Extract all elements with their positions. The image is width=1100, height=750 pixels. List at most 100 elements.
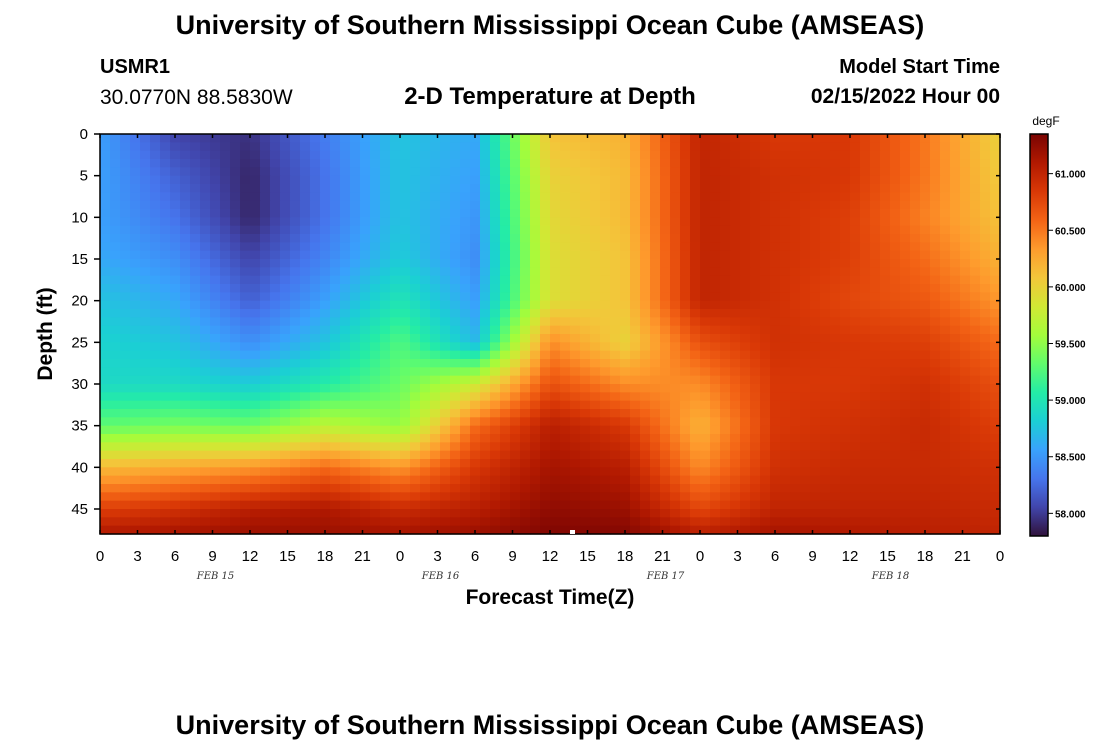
heatmap-cell <box>230 242 241 252</box>
heatmap-cell <box>320 300 331 310</box>
heatmap-cell <box>130 184 141 193</box>
heatmap-cell <box>800 459 811 468</box>
heatmap-cell <box>120 225 131 235</box>
heatmap-cell <box>150 367 161 377</box>
heatmap-cell <box>300 325 311 335</box>
heatmap-cell <box>400 350 411 360</box>
heatmap-cell <box>500 375 511 385</box>
heatmap-cell <box>690 142 701 152</box>
heatmap-cell <box>880 509 891 518</box>
heatmap-cell <box>490 525 501 535</box>
heatmap-cell <box>840 384 851 393</box>
heatmap-cell <box>220 359 231 368</box>
heatmap-cell <box>770 167 781 177</box>
heatmap-cell <box>430 367 441 377</box>
heatmap-cell <box>250 367 261 377</box>
heatmap-cell <box>830 150 841 160</box>
heatmap-cell <box>600 467 611 477</box>
heatmap-cell <box>510 442 521 452</box>
heatmap-cell <box>950 309 961 318</box>
heatmap-cell <box>640 517 651 527</box>
heatmap-cell <box>800 359 811 368</box>
heatmap-cell <box>270 350 281 360</box>
heatmap-cell <box>280 225 291 235</box>
heatmap-cell <box>290 375 301 385</box>
heatmap-cell <box>870 259 881 268</box>
heatmap-cell <box>790 367 801 377</box>
heatmap-cell <box>790 234 801 243</box>
heatmap-cell <box>600 267 611 277</box>
heatmap-cell <box>550 292 561 302</box>
heatmap-cell <box>410 467 421 477</box>
heatmap-cell <box>680 242 691 252</box>
heatmap-cell <box>260 392 271 402</box>
heatmap-cell <box>450 417 461 427</box>
heatmap-cell <box>400 500 411 510</box>
heatmap-cell <box>450 250 461 260</box>
heatmap-cell <box>520 442 531 452</box>
heatmap-cell <box>430 275 441 285</box>
heatmap-cell <box>370 467 381 477</box>
heatmap-cell <box>400 184 411 193</box>
heatmap-cell <box>850 175 861 185</box>
heatmap-cell <box>330 509 341 518</box>
heatmap-cell <box>780 234 791 243</box>
heatmap-cell <box>430 142 441 152</box>
heatmap-cell <box>130 434 141 443</box>
heatmap-cell <box>110 384 121 393</box>
heatmap-cell <box>900 309 911 318</box>
heatmap-cell <box>440 200 451 210</box>
heatmap-cell <box>270 484 281 493</box>
heatmap-cell <box>270 175 281 185</box>
heatmap-cell <box>420 475 431 485</box>
heatmap-cell <box>230 509 241 518</box>
heatmap-cell <box>490 342 501 352</box>
heatmap-cell <box>980 209 991 218</box>
heatmap-cell <box>920 292 931 302</box>
heatmap-cell <box>580 517 591 527</box>
heatmap-cell <box>120 467 131 477</box>
heatmap-cell <box>590 192 601 202</box>
heatmap-cell <box>860 234 871 243</box>
heatmap-cell <box>610 367 621 377</box>
heatmap-cell <box>150 334 161 343</box>
heatmap-cell <box>170 434 181 443</box>
heatmap-cell <box>870 234 881 243</box>
heatmap-cell <box>680 484 691 493</box>
heatmap-cell <box>420 209 431 218</box>
heatmap-cell <box>550 425 561 435</box>
heatmap-cell <box>340 409 351 418</box>
heatmap-cell <box>450 317 461 327</box>
heatmap-cell <box>930 384 941 393</box>
heatmap-cell <box>300 392 311 402</box>
heatmap-cell <box>720 209 731 218</box>
heatmap-cell <box>850 392 861 402</box>
heatmap-cell <box>660 525 671 535</box>
heatmap-cell <box>670 409 681 418</box>
heatmap-cell <box>160 250 171 260</box>
heatmap-cell <box>380 334 391 343</box>
heatmap-cell <box>220 400 231 410</box>
heatmap-cell <box>150 475 161 485</box>
heatmap-cell <box>590 334 601 343</box>
heatmap-cell <box>820 300 831 310</box>
heatmap-cell <box>760 317 771 327</box>
heatmap-cell <box>700 150 711 160</box>
heatmap-cell <box>270 384 281 393</box>
heatmap-cell <box>890 442 901 452</box>
heatmap-cell <box>810 200 821 210</box>
heatmap-cell <box>140 209 151 218</box>
heatmap-cell <box>330 192 341 202</box>
heatmap-cell <box>330 259 341 268</box>
heatmap-cell <box>350 234 361 243</box>
heatmap-cell <box>420 500 431 510</box>
heatmap-cell <box>530 392 541 402</box>
heatmap-cell <box>560 500 571 510</box>
heatmap-cell <box>930 475 941 485</box>
heatmap-cell <box>980 292 991 302</box>
heatmap-cell <box>610 225 621 235</box>
heatmap-cell <box>430 500 441 510</box>
heatmap-cell <box>810 484 821 493</box>
heatmap-cell <box>520 275 531 285</box>
